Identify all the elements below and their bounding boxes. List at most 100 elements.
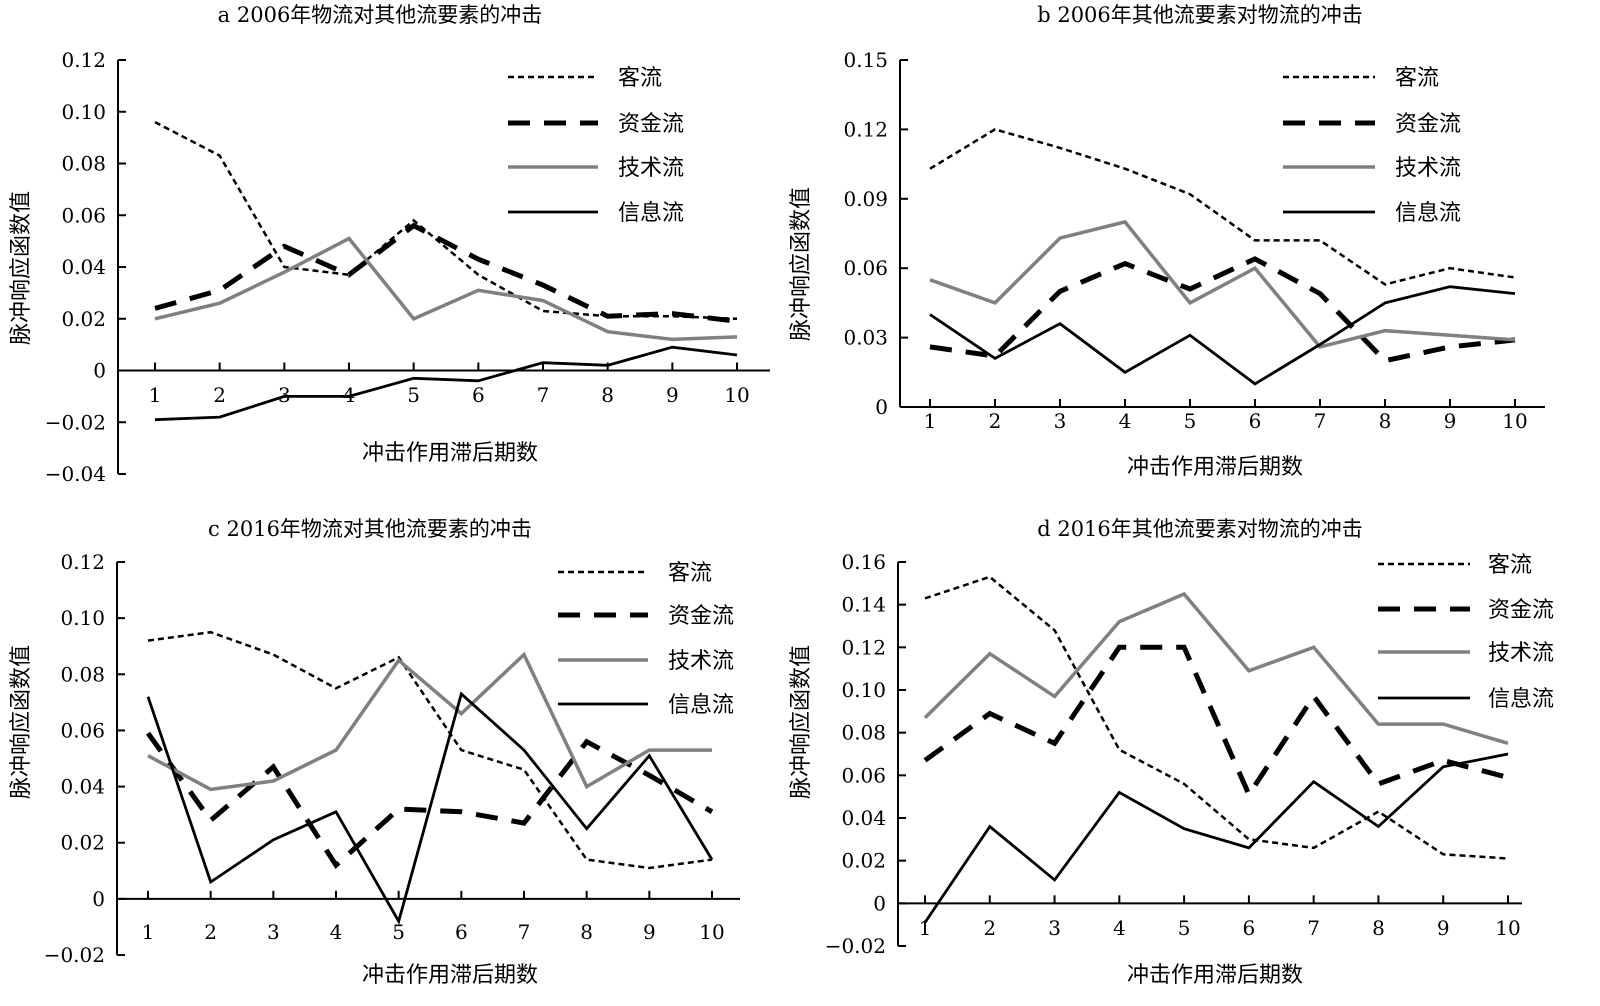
x-tick-label: 6 [472,383,485,407]
y-tick-label: 0.02 [841,849,886,873]
y-tick-label: 0 [93,359,106,383]
series-line-1 [924,575,1509,860]
y-tick-label: 0.12 [60,550,105,574]
x-tick-label: 3 [1054,409,1067,433]
x-tick-label: 10 [1502,409,1527,433]
legend-label-2: 资金流 [668,604,734,629]
y-tick-label: 0.04 [60,775,105,799]
x-axis-label: 冲击作用滞后期数 [362,963,538,988]
legend-label-1: 客流 [618,66,662,91]
legend-label-3: 技术流 [1488,641,1554,666]
y-axis-label: 脉冲响应函数值 [9,191,34,345]
y-tick-label: 0.02 [60,831,105,855]
y-tick-label: 0.10 [60,606,105,630]
series-line-2 [923,644,1509,800]
series-line-4 [923,752,1509,924]
series-line-2 [929,256,1516,364]
chart-panel-c: c 2016年物流对其他流要素的冲击 −0.02 0 0.02 0.04 0.06 0.08… [9,517,740,988]
y-tick-label: 0.06 [843,256,888,280]
legend-label-4: 信息流 [1395,201,1461,226]
y-tick-label: 0 [92,887,105,911]
y-axis-label: 脉冲响应函数值 [789,645,814,799]
x-tick-label: 2 [989,409,1002,433]
legend-label-2: 资金流 [1395,112,1461,137]
y-tick-label: 0.15 [843,48,888,72]
y-tick-label: 0.14 [841,593,886,617]
series-line-4 [146,691,714,925]
x-tick-label: 10 [699,920,724,944]
x-tick-label: 8 [1379,409,1392,433]
y-tick-label: −0.02 [44,943,105,967]
chart-panel-b: b 2006年其他流要素对物流的冲击 0 0.03 0.06 0.09 0.12 0.15 1… [789,3,1545,480]
y-tick-label: 0.09 [843,187,888,211]
x-tick-label: 8 [1372,916,1385,940]
y-axis-label: 脉冲响应函数值 [789,187,814,341]
chart-title: d 2016年其他流要素对物流的冲击 [1037,517,1363,541]
legend-label-4: 信息流 [668,693,734,718]
legend-label-1: 客流 [668,561,712,586]
x-tick-label: 6 [1243,916,1256,940]
y-tick-label: 0.12 [841,635,886,659]
series-line-3 [929,219,1516,349]
series-line-3 [923,591,1509,745]
y-tick-label: 0.04 [61,255,106,279]
y-tick-label: −0.02 [825,934,886,958]
y-tick-label: 0 [873,891,886,915]
x-tick-label: 7 [537,383,550,407]
x-tick-label: 3 [1048,916,1061,940]
x-axis-label: 冲击作用滞后期数 [1127,455,1303,480]
x-tick-label: 5 [1184,409,1197,433]
legend-label-3: 技术流 [618,156,684,181]
chart-panel-d: d 2016年其他流要素对物流的冲击 −0.02 0 0.02 0.04 0.06 0.08… [789,517,1554,988]
x-tick-label: 10 [724,383,749,407]
y-tick-label: 0.12 [61,48,106,72]
y-tick-label: 0.04 [841,806,886,830]
x-tick-label: 9 [1444,409,1457,433]
x-tick-label: 5 [392,920,405,944]
x-tick-label: 7 [1314,409,1327,433]
x-tick-label: 3 [267,920,280,944]
x-tick-label: 9 [643,920,656,944]
series-line-1 [929,128,1516,286]
y-tick-label: 0.08 [60,662,105,686]
legend-label-1: 客流 [1395,66,1439,91]
x-tick-label: 2 [204,920,217,944]
series-line-1 [154,120,738,321]
legend-label-1: 客流 [1488,553,1532,578]
series-line-4 [929,285,1516,386]
chart-panel-a: a 2006年物流对其他流要素的冲击 −0.04 −0.02 0 0.02 0.04 0.0… [9,3,770,486]
x-axis-label: 冲击作用滞后期数 [1127,963,1303,988]
x-tick-label: 8 [601,383,614,407]
y-tick-label: 0.02 [61,307,106,331]
series-line-2 [145,731,714,870]
y-tick-label: 0.10 [841,678,886,702]
y-tick-label: −0.04 [45,462,106,486]
x-tick-label: 1 [149,383,162,407]
y-tick-label: 0.08 [61,152,106,176]
x-tick-label: 5 [1178,916,1191,940]
legend-label-2: 资金流 [1488,598,1554,623]
x-tick-label: 2 [213,383,226,407]
x-tick-label: 4 [330,920,343,944]
y-tick-label: 0.06 [61,203,106,227]
x-tick-label: 1 [924,409,937,433]
x-tick-label: 1 [919,916,932,940]
chart-title: c 2016年物流对其他流要素的冲击 [208,517,532,541]
x-tick-label: 2 [983,916,996,940]
x-tick-label: 6 [1249,409,1262,433]
x-tick-label: 9 [666,383,679,407]
y-tick-label: −0.02 [45,410,106,434]
x-tick-label: 5 [407,383,420,407]
y-tick-label: 0.06 [841,763,886,787]
series-line-3 [154,236,738,342]
y-tick-label: 0.08 [841,721,886,745]
x-tick-label: 1 [142,920,155,944]
y-tick-label: 0 [875,395,888,419]
x-tick-label: 7 [1307,916,1320,940]
y-tick-label: 0.06 [60,718,105,742]
x-tick-label: 7 [518,920,531,944]
y-tick-label: 0.03 [843,326,888,350]
x-tick-label: 4 [1119,409,1132,433]
legend-label-2: 资金流 [618,112,684,137]
